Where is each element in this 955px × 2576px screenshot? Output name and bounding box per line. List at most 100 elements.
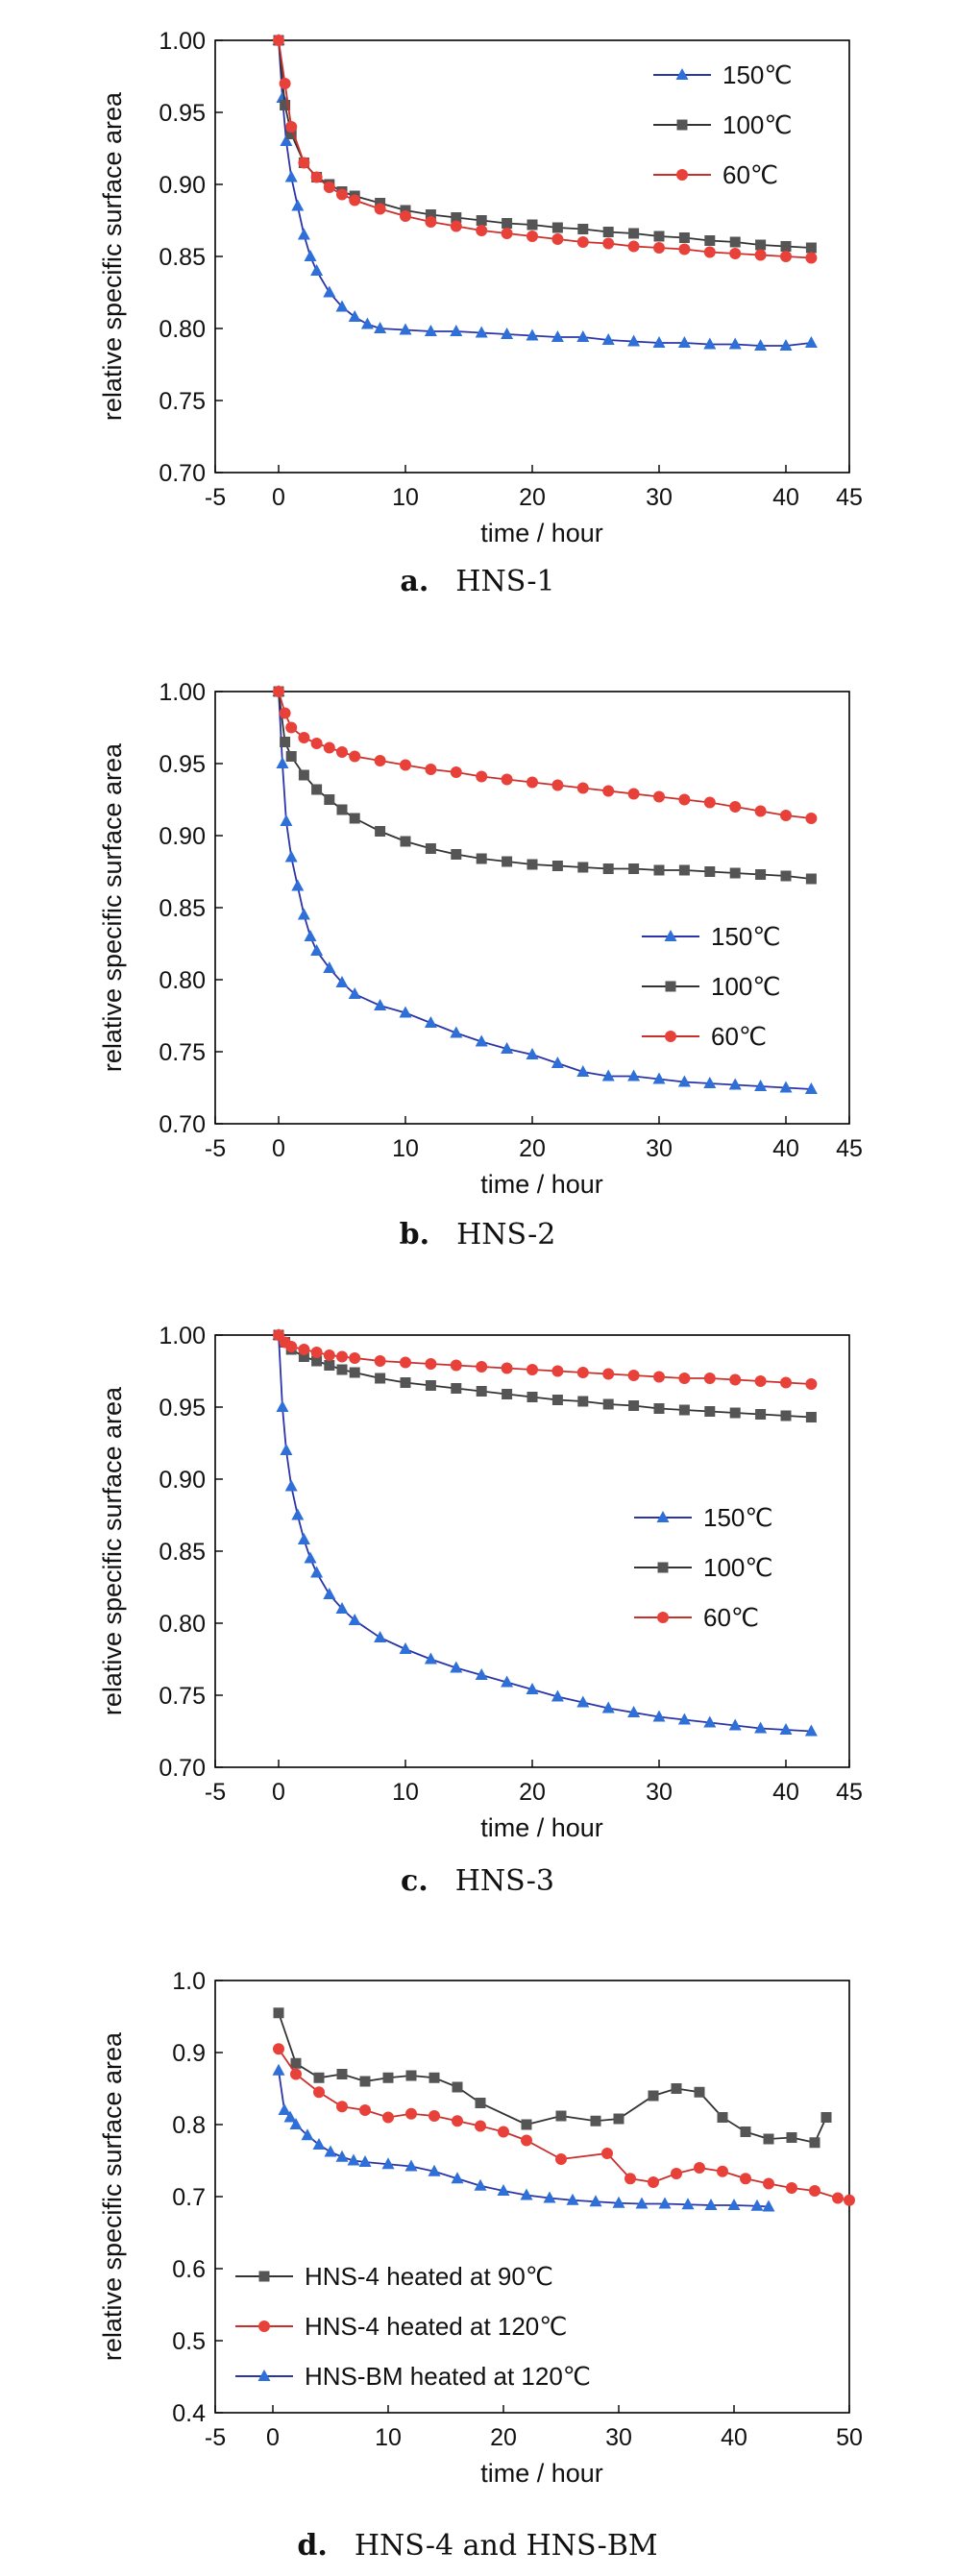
data-point bbox=[476, 1386, 487, 1397]
data-point bbox=[313, 2072, 325, 2083]
data-point bbox=[577, 1396, 589, 1407]
x-tick-label: 50 bbox=[836, 2424, 863, 2451]
data-point bbox=[313, 2086, 325, 2099]
data-point bbox=[779, 339, 793, 351]
legend-label: 150℃ bbox=[703, 1503, 773, 1532]
data-point bbox=[298, 157, 310, 169]
x-axis-label: time / hour bbox=[480, 1170, 603, 1199]
data-point bbox=[750, 2199, 764, 2211]
y-tick-label: 0.90 bbox=[159, 172, 206, 199]
data-point bbox=[526, 231, 538, 242]
data-point bbox=[425, 216, 437, 228]
data-point bbox=[285, 1341, 298, 1352]
data-point bbox=[452, 2115, 463, 2127]
data-point bbox=[273, 35, 284, 46]
data-point bbox=[291, 199, 305, 211]
data-point bbox=[729, 867, 741, 879]
x-tick-label: 20 bbox=[519, 1779, 546, 1806]
series-line bbox=[278, 2048, 850, 2201]
data-point bbox=[551, 1365, 564, 1377]
data-point bbox=[704, 2199, 718, 2210]
x-tick-label: 30 bbox=[646, 484, 673, 511]
data-point bbox=[502, 856, 513, 867]
data-point bbox=[551, 1395, 563, 1405]
data-point bbox=[374, 1631, 387, 1642]
y-tick-label: 0.80 bbox=[159, 316, 206, 343]
data-point bbox=[590, 2115, 601, 2126]
data-point bbox=[780, 1376, 792, 1389]
data-point bbox=[374, 203, 386, 215]
data-point bbox=[336, 1364, 348, 1375]
panel-caption: d. HNS-4 and HNS-BM bbox=[297, 2529, 657, 2563]
data-point bbox=[323, 182, 335, 193]
data-point bbox=[627, 240, 640, 253]
y-tick-label: 0.70 bbox=[159, 1755, 206, 1782]
legend-marker bbox=[665, 981, 676, 992]
y-tick-label: 0.75 bbox=[159, 388, 206, 415]
data-point bbox=[628, 863, 640, 874]
data-point bbox=[336, 746, 348, 758]
data-point bbox=[497, 2184, 510, 2196]
data-point bbox=[291, 879, 305, 891]
data-point bbox=[804, 336, 818, 348]
data-point bbox=[297, 908, 310, 920]
data-point bbox=[304, 930, 317, 941]
data-point bbox=[336, 804, 348, 815]
data-point bbox=[755, 869, 767, 880]
y-tick-label: 0.4 bbox=[172, 2400, 206, 2427]
x-tick-label: 10 bbox=[392, 1135, 419, 1162]
data-point bbox=[602, 785, 615, 797]
data-point bbox=[754, 1080, 768, 1091]
data-point bbox=[728, 1718, 742, 1731]
data-point bbox=[381, 2157, 395, 2170]
data-point bbox=[677, 1713, 691, 1725]
data-point bbox=[297, 1533, 310, 1544]
data-point bbox=[290, 2057, 302, 2069]
data-point bbox=[779, 1081, 793, 1093]
data-point bbox=[424, 1016, 437, 1028]
x-tick-label: 45 bbox=[836, 1779, 863, 1806]
data-point bbox=[627, 788, 640, 800]
data-point bbox=[728, 337, 742, 350]
data-point bbox=[502, 218, 513, 229]
legend-marker bbox=[665, 1031, 676, 1042]
data-point bbox=[501, 1675, 514, 1688]
data-point bbox=[704, 235, 716, 246]
data-point bbox=[348, 987, 361, 999]
data-point bbox=[374, 1355, 386, 1367]
y-axis-label: relative specific surface area bbox=[98, 91, 127, 421]
data-point bbox=[703, 1715, 717, 1728]
x-tick-label: 20 bbox=[519, 1135, 546, 1162]
y-tick-label: 1.00 bbox=[159, 1323, 206, 1349]
data-point bbox=[399, 1642, 412, 1654]
panel-letter: d. bbox=[297, 2529, 327, 2563]
data-point bbox=[284, 850, 298, 863]
series-3 bbox=[273, 35, 818, 264]
x-tick-label: 40 bbox=[721, 2424, 747, 2451]
data-point bbox=[374, 999, 387, 1010]
data-point bbox=[400, 1377, 411, 1388]
data-point bbox=[501, 228, 513, 239]
series-1 bbox=[272, 685, 818, 1094]
x-axis-label: time / hour bbox=[480, 1813, 603, 1842]
data-point bbox=[653, 864, 665, 876]
data-point bbox=[348, 310, 361, 322]
data-point bbox=[648, 2090, 659, 2102]
legend-label: 100℃ bbox=[711, 972, 781, 1001]
x-axis-label: time / hour bbox=[480, 2459, 603, 2488]
data-point bbox=[694, 2162, 705, 2174]
series-3 bbox=[273, 686, 818, 824]
series-line bbox=[278, 39, 812, 347]
legend-marker bbox=[258, 2321, 270, 2332]
data-point bbox=[289, 2118, 303, 2129]
series-2 bbox=[273, 686, 817, 885]
data-point bbox=[475, 2098, 486, 2108]
y-tick-label: 0.80 bbox=[159, 1611, 206, 1638]
data-point bbox=[451, 1383, 462, 1394]
y-tick-label: 0.5 bbox=[172, 2328, 206, 2355]
data-point bbox=[476, 770, 488, 783]
data-point bbox=[298, 732, 310, 743]
data-point bbox=[324, 1360, 335, 1371]
data-point bbox=[704, 1406, 716, 1417]
data-point bbox=[809, 2185, 820, 2197]
